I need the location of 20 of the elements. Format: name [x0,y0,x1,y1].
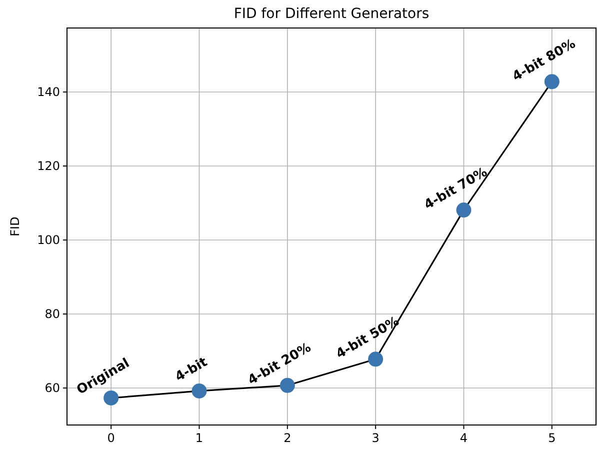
y-tick-label: 100 [37,233,60,248]
x-tick-label: 2 [284,431,292,445]
point [544,74,560,90]
point [456,202,472,218]
point [368,352,384,367]
chart-title: FID for Different Generators [234,6,430,22]
y-tick-label: 140 [37,85,60,100]
y-tick-label: 80 [44,307,60,322]
y-tick-label: 120 [37,159,60,174]
x-tick-label: 3 [372,431,380,445]
annotation: 4-bit 20% [246,340,314,388]
point [192,383,207,398]
x-tick-label: 5 [548,431,556,445]
x-tick-label: 0 [107,431,115,445]
annotation: 4-bit 80% [510,36,578,85]
x-tick-label: 4 [460,431,468,445]
x-tick-label: 1 [195,431,204,445]
y-axis-title: FID [8,216,22,236]
point [280,378,295,393]
y-tick-label: 60 [44,381,60,395]
